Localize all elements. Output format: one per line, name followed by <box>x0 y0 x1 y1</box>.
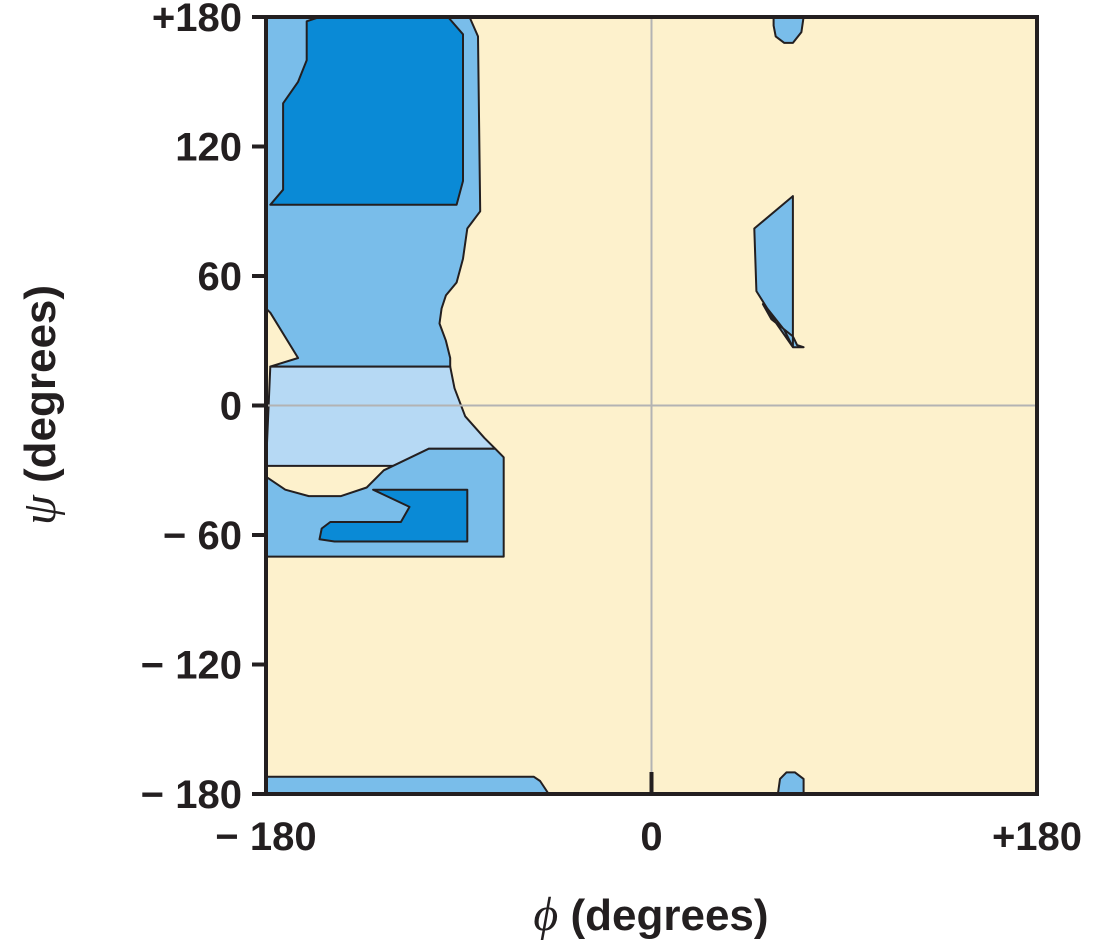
x-axis-ticks: − 180 0 +180 <box>215 815 1082 859</box>
y-axis-ticks: +180 120 60 0 − 60 − 120 − 180 <box>141 0 266 817</box>
region-bridge-alpha <box>265 365 497 467</box>
region-fully-allowed-beta <box>269 16 464 206</box>
y-axis-title: ψ (degrees) <box>13 285 66 525</box>
x-axis-title: ϕ (degrees) <box>533 888 768 941</box>
x-tick-label: − 180 <box>215 815 316 859</box>
region-fully-allowed-alpha <box>318 488 469 543</box>
x-axis-symbol: ϕ <box>533 888 558 941</box>
x-tick-label: +180 <box>992 815 1082 859</box>
x-axis-title-text: (degrees) <box>558 891 768 940</box>
y-tick-label: − 60 <box>163 514 242 558</box>
region-allowed-top-edge-sliver <box>772 16 805 44</box>
y-tick-label: 60 <box>198 255 243 299</box>
region-outer-allowed-bottom-strip <box>265 775 550 795</box>
x-tick-label: 0 <box>640 815 662 859</box>
y-axis-title-text: (degrees) <box>16 285 65 495</box>
y-tick-label: +180 <box>152 0 242 40</box>
y-tick-label: − 180 <box>141 773 242 817</box>
y-axis-symbol: ψ <box>13 494 66 525</box>
y-tick-label: 0 <box>220 385 242 429</box>
y-tick-label: 120 <box>175 126 242 170</box>
y-tick-label: − 120 <box>141 644 242 688</box>
region-allowed-left-handed <box>753 195 805 349</box>
